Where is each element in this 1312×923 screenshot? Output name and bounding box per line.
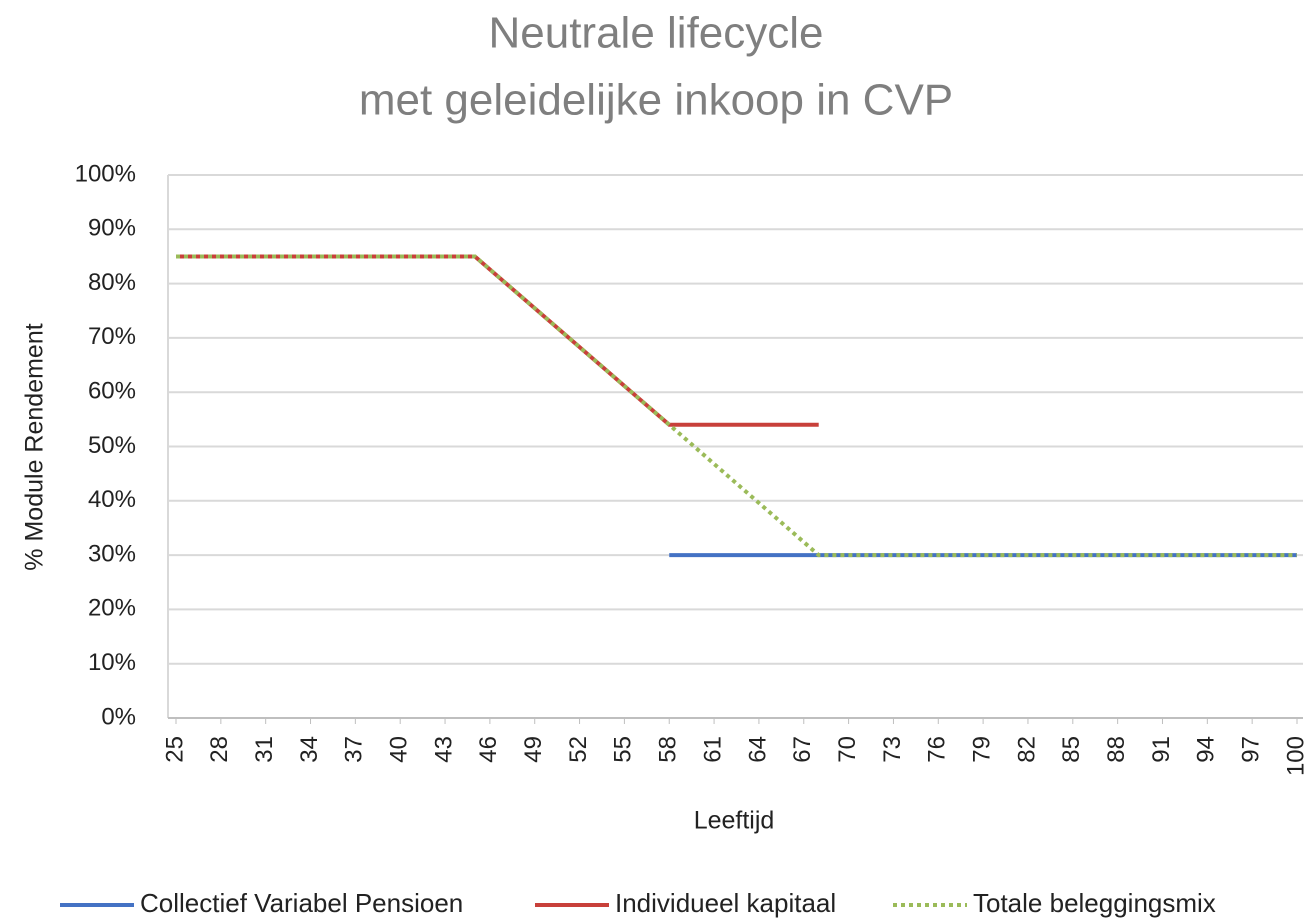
y-tick-label: 50% <box>88 432 136 459</box>
x-tick-label: 55 <box>610 736 637 763</box>
x-tick-label: 40 <box>386 736 413 763</box>
x-tick-label: 79 <box>968 736 995 763</box>
x-tick-label: 37 <box>341 736 368 763</box>
y-tick-label: 80% <box>88 269 136 296</box>
legend-label: Individueel kapitaal <box>615 888 836 918</box>
series-line <box>176 254 819 427</box>
y-tick-label: 0% <box>101 703 136 730</box>
y-tick-label: 60% <box>88 378 136 405</box>
legend-label: Totale beleggingsmix <box>973 888 1216 918</box>
x-tick-label: 100 <box>1282 736 1309 776</box>
x-tick-label: 94 <box>1193 736 1220 763</box>
x-tick-label: 46 <box>475 736 502 763</box>
x-tick-label: 67 <box>789 736 816 763</box>
series-line <box>176 254 1297 558</box>
y-tick-label: 20% <box>88 595 136 622</box>
x-tick-label: 31 <box>251 736 278 763</box>
y-tick-label: 70% <box>88 323 136 350</box>
y-tick-label: 40% <box>88 486 136 513</box>
x-tick-label: 61 <box>699 736 726 763</box>
y-tick-label: 10% <box>88 649 136 676</box>
y-axis-label: % Module Rendement <box>21 323 49 570</box>
x-axis-label: Leeftijd <box>694 807 775 835</box>
x-tick-label: 97 <box>1238 736 1265 763</box>
x-tick-label: 49 <box>520 736 547 763</box>
x-tick-label: 34 <box>296 736 323 763</box>
x-tick-label: 76 <box>924 736 951 763</box>
x-tick-label: 58 <box>655 736 682 763</box>
x-tick-label: 73 <box>879 736 906 763</box>
x-tick-label: 91 <box>1148 736 1175 763</box>
x-tick-label: 25 <box>161 736 188 763</box>
x-tick-label: 52 <box>565 736 592 763</box>
x-tick-label: 82 <box>1013 736 1040 763</box>
x-tick-label: 88 <box>1103 736 1130 763</box>
x-tick-label: 85 <box>1058 736 1085 763</box>
y-tick-label: 100% <box>75 160 136 187</box>
y-tick-label: 90% <box>88 215 136 242</box>
x-tick-label: 64 <box>744 736 771 763</box>
legend-label: Collectief Variabel Pensioen <box>140 888 463 918</box>
x-tick-label: 70 <box>834 736 861 763</box>
x-tick-label: 43 <box>430 736 457 763</box>
y-tick-label: 30% <box>88 540 136 567</box>
chart-title: met geleidelijke inkoop in CVP <box>359 76 953 125</box>
chart-title: Neutrale lifecycle <box>488 9 823 58</box>
x-tick-label: 28 <box>206 736 233 763</box>
